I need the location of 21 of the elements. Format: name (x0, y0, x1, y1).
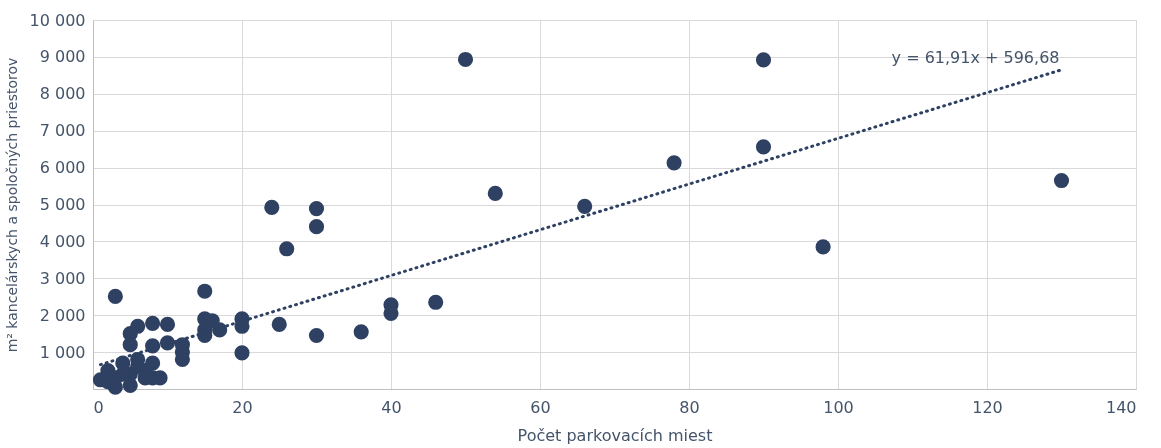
x-tick-label: 100 (823, 397, 854, 417)
y-tick-label: 3 000 (39, 268, 86, 288)
x-tick-label: 20 (232, 397, 253, 417)
y-tick-label: 2 000 (39, 305, 86, 325)
y-tick-label: 1 000 (39, 342, 86, 362)
y-tick-label: 8 000 (39, 84, 86, 104)
x-axis-title: Počet parkovacích miest (517, 425, 713, 445)
y-tick-label: 9 000 (39, 47, 86, 67)
y-tick-label: 6 000 (39, 158, 86, 178)
y-tick-label: 4 000 (39, 231, 86, 251)
x-tick-label: 60 (530, 397, 551, 417)
x-tick-label: 0 (93, 397, 104, 417)
x-tick-label: 80 (679, 397, 700, 417)
y-tick-label: 5 000 (39, 195, 86, 214)
x-tick-label: 40 (381, 397, 402, 417)
annotation: y = 61,91x + 596,68 (891, 47, 1060, 67)
y-tick-label: 10 000 (29, 10, 86, 30)
y-axis-title: m² kancelárskych a spoločných priestorov (3, 57, 20, 353)
x-tick-label: 120 (972, 397, 1003, 417)
x-tick-label: 140 (1105, 397, 1137, 417)
y-tick-label: 7 000 (39, 121, 86, 141)
